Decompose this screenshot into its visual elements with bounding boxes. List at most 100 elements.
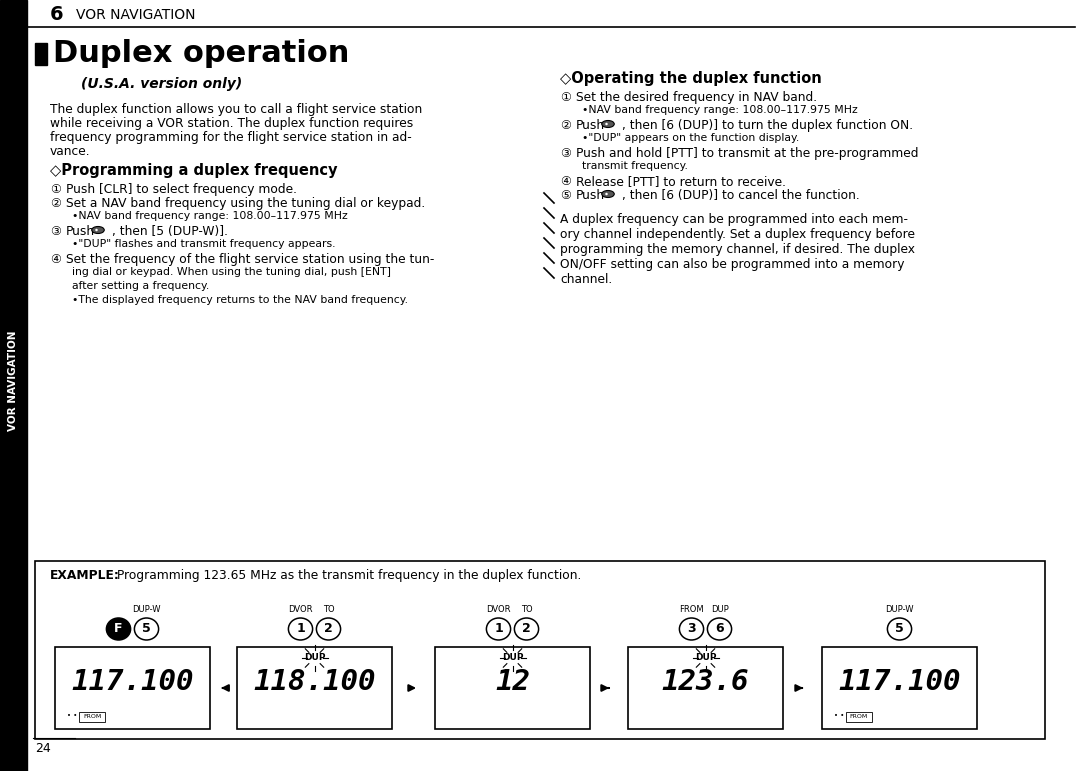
Ellipse shape (92, 227, 105, 234)
Text: • • •: • • • (834, 713, 851, 719)
Bar (822, 647, 977, 729)
Bar (35, 43, 48, 65)
Text: •NAV band frequency range: 108.00–117.975 MHz: •NAV band frequency range: 108.00–117.97… (72, 211, 348, 221)
Text: •The displayed frequency returns to the NAV band frequency.: •The displayed frequency returns to the … (72, 295, 408, 305)
Text: The duplex function allows you to call a flight service station: The duplex function allows you to call a… (50, 103, 422, 116)
Text: DUP: DUP (694, 654, 716, 662)
Text: ory channel independently. Set a duplex frequency before: ory channel independently. Set a duplex … (561, 228, 915, 241)
Text: DVOR: DVOR (486, 604, 511, 614)
Text: , then [6 (DUP)] to turn the duplex function ON.: , then [6 (DUP)] to turn the duplex func… (622, 119, 913, 132)
Text: Push: Push (576, 189, 605, 202)
Text: 117.100: 117.100 (71, 668, 193, 696)
Text: DVOR: DVOR (288, 604, 313, 614)
Ellipse shape (888, 618, 912, 640)
Ellipse shape (107, 618, 131, 640)
Ellipse shape (514, 618, 539, 640)
Ellipse shape (316, 618, 340, 640)
Text: Set the frequency of the flight service station using the tun-: Set the frequency of the flight service … (66, 253, 434, 266)
Bar (0, 0, 27, 771)
Text: FROM: FROM (679, 604, 704, 614)
Text: ①: ① (561, 91, 571, 104)
Text: Set a NAV band frequency using the tuning dial or keypad.: Set a NAV band frequency using the tunin… (66, 197, 426, 210)
Text: F: F (114, 622, 123, 635)
Text: DUP: DUP (711, 604, 728, 614)
Text: 5: 5 (143, 622, 151, 635)
Text: 1: 1 (296, 622, 305, 635)
Text: ing dial or keypad. When using the tuning dial, push [ENT]: ing dial or keypad. When using the tunin… (72, 267, 391, 277)
Text: DUP-W: DUP-W (132, 604, 161, 614)
Text: 2: 2 (324, 622, 333, 635)
Text: ②: ② (50, 197, 60, 210)
Ellipse shape (679, 618, 703, 640)
Text: FROM: FROM (83, 715, 102, 719)
Text: after setting a frequency.: after setting a frequency. (72, 281, 210, 291)
Circle shape (95, 229, 98, 231)
Text: VOR NAVIGATION: VOR NAVIGATION (76, 8, 195, 22)
Ellipse shape (134, 618, 159, 640)
Text: Push [CLR] to select frequency mode.: Push [CLR] to select frequency mode. (66, 183, 297, 196)
Text: (U.S.A. version only): (U.S.A. version only) (81, 77, 242, 91)
Text: vance.: vance. (50, 145, 91, 158)
Text: programming the memory channel, if desired. The duplex: programming the memory channel, if desir… (561, 243, 915, 256)
Bar (79, 712, 105, 722)
Text: , then [6 (DUP)] to cancel the function.: , then [6 (DUP)] to cancel the function. (622, 189, 860, 202)
Text: , then [5 (DUP-W)].: , then [5 (DUP-W)]. (112, 225, 228, 238)
Text: ④: ④ (561, 175, 571, 188)
Text: ③: ③ (50, 225, 60, 238)
Text: •"DUP" appears on the function display.: •"DUP" appears on the function display. (582, 133, 799, 143)
Ellipse shape (288, 618, 312, 640)
Text: 6: 6 (715, 622, 724, 635)
Ellipse shape (486, 618, 511, 640)
Text: A duplex frequency can be programmed into each mem-: A duplex frequency can be programmed int… (561, 213, 908, 226)
Text: •"DUP" flashes and transmit frequency appears.: •"DUP" flashes and transmit frequency ap… (72, 239, 336, 249)
Bar (237, 647, 392, 729)
Text: • • •: • • • (67, 713, 83, 719)
Text: DUP-W: DUP-W (886, 604, 914, 614)
Ellipse shape (707, 618, 731, 640)
Text: DUP: DUP (502, 654, 523, 662)
Text: TO: TO (521, 604, 532, 614)
Text: Programming 123.65 MHz as the transmit frequency in the duplex function.: Programming 123.65 MHz as the transmit f… (113, 569, 581, 582)
Text: 117.100: 117.100 (838, 668, 961, 696)
Text: Duplex operation: Duplex operation (53, 39, 350, 69)
Text: 1: 1 (495, 622, 503, 635)
Text: ①: ① (50, 183, 60, 196)
Text: ON/OFF setting can also be programmed into a memory: ON/OFF setting can also be programmed in… (561, 258, 905, 271)
Text: ◇Programming a duplex frequency: ◇Programming a duplex frequency (50, 163, 337, 178)
Bar (846, 712, 872, 722)
Text: 118.100: 118.100 (253, 668, 376, 696)
Circle shape (605, 123, 608, 125)
Text: ③: ③ (561, 147, 571, 160)
Text: 12: 12 (495, 668, 530, 696)
Text: transmit frequency.: transmit frequency. (582, 161, 688, 171)
Text: 6: 6 (50, 5, 64, 25)
Ellipse shape (602, 120, 615, 127)
Circle shape (605, 193, 608, 195)
Text: FROM: FROM (850, 715, 868, 719)
Ellipse shape (602, 190, 615, 197)
Text: channel.: channel. (561, 273, 612, 286)
Text: 2: 2 (522, 622, 531, 635)
Text: •NAV band frequency range: 108.00–117.975 MHz: •NAV band frequency range: 108.00–117.97… (582, 105, 858, 115)
Text: Push and hold [PTT] to transmit at the pre-programmed: Push and hold [PTT] to transmit at the p… (576, 147, 918, 160)
Bar (627, 647, 783, 729)
Text: 5: 5 (895, 622, 904, 635)
Text: 3: 3 (687, 622, 696, 635)
Text: 24: 24 (35, 742, 51, 755)
Text: ②: ② (561, 119, 571, 132)
Text: ◇Operating the duplex function: ◇Operating the duplex function (561, 71, 822, 86)
Text: 123.6: 123.6 (662, 668, 750, 696)
Text: Set the desired frequency in NAV band.: Set the desired frequency in NAV band. (576, 91, 818, 104)
Bar (55, 647, 210, 729)
Text: Push: Push (576, 119, 605, 132)
Text: Release [PTT] to return to receive.: Release [PTT] to return to receive. (576, 175, 786, 188)
Text: ⑤: ⑤ (561, 189, 571, 202)
Text: Push: Push (66, 225, 95, 238)
Text: EXAMPLE:: EXAMPLE: (50, 569, 120, 582)
Bar (435, 647, 590, 729)
Text: DUP: DUP (303, 654, 325, 662)
Text: TO: TO (323, 604, 335, 614)
Bar (35, 561, 1045, 739)
Text: ④: ④ (50, 253, 60, 266)
Text: VOR NAVIGATION: VOR NAVIGATION (9, 331, 18, 431)
